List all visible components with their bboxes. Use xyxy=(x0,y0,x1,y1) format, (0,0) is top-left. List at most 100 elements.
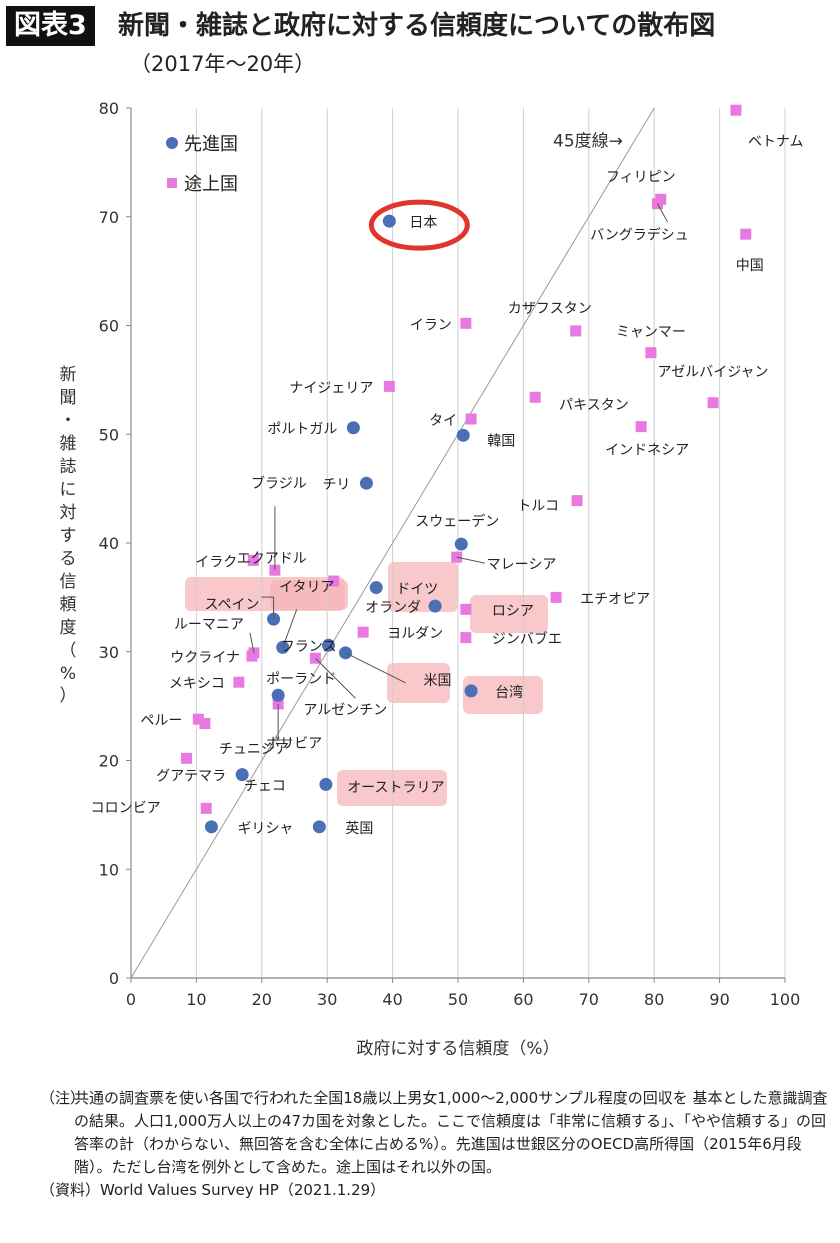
developed-point-15 xyxy=(204,820,218,834)
x-tick-label-60: 60 xyxy=(513,990,533,1009)
developing-point-3 xyxy=(740,228,752,240)
point-label-3: チリ xyxy=(322,477,350,493)
developing-point-7 xyxy=(383,380,395,392)
note-text: 共通の調査票を使い各国で行われた全国18歳以上男女1,000〜2,000サンプル… xyxy=(74,1089,828,1176)
y-tick-label-30: 30 xyxy=(99,643,119,662)
label-australia: オーストラリア xyxy=(347,780,444,796)
point-label-37: ジンバブエ xyxy=(492,631,562,648)
developed-point-6 xyxy=(428,599,442,613)
point-label-32: ブラジル xyxy=(251,475,307,492)
developed-point-13 xyxy=(319,777,333,791)
legend-developing-label: 途上国 xyxy=(184,174,238,195)
y-tick-label-10: 10 xyxy=(99,860,119,879)
point-label-27: タイ xyxy=(429,413,457,429)
point-label-10: 米国 xyxy=(424,673,452,689)
y-tick-label-70: 70 xyxy=(99,208,119,227)
developing-point-24 xyxy=(233,676,245,688)
y-tick-label-80: 80 xyxy=(99,99,119,118)
figure-subtitle: （2017年〜20年） xyxy=(130,52,316,76)
x-axis-title: 政府に対する信頼度（%） xyxy=(356,1039,559,1059)
point-label-44: チュニジア xyxy=(219,742,289,758)
point-label-20: 中国 xyxy=(736,258,764,274)
point-label-31: イラク xyxy=(195,554,237,570)
point-label-42: ボリビア xyxy=(266,736,322,752)
developing-point-22 xyxy=(246,650,258,662)
point-label-7: スペイン xyxy=(205,597,260,613)
point-label-26: アゼルバイジャン xyxy=(658,365,769,381)
leader-38 xyxy=(249,632,255,653)
figure-title: 新聞・雑誌と政府に対する信頼度についての散布図 xyxy=(118,11,716,41)
developing-point-28 xyxy=(181,752,193,764)
point-label-24: ナイジェリア xyxy=(289,380,373,396)
x-tick-label-40: 40 xyxy=(382,990,402,1009)
points-layer xyxy=(181,104,752,834)
point-label-15: ギリシャ xyxy=(237,821,293,837)
developed-point-14 xyxy=(235,768,249,782)
developing-point-16 xyxy=(328,575,340,587)
point-label-30: マレーシア xyxy=(487,557,557,573)
x-tick-label-10: 10 xyxy=(186,990,206,1009)
point-label-23: ミャンマー xyxy=(616,325,686,341)
developed-point-2 xyxy=(456,428,470,442)
point-label-36: ヨルダン xyxy=(387,626,443,642)
point-label-35: ロシア xyxy=(492,603,534,619)
point-label-17: ベトナム xyxy=(748,134,804,150)
point-label-45: コロンビア xyxy=(91,800,161,816)
diagonal-45-line xyxy=(130,107,655,979)
developing-point-19 xyxy=(357,626,369,638)
developing-point-11 xyxy=(635,421,647,433)
developing-point-5 xyxy=(570,325,582,337)
diagonal-label: 45度線→ xyxy=(553,132,623,152)
point-label-40: アルゼンチン xyxy=(303,702,387,718)
x-tick-label-30: 30 xyxy=(317,990,337,1009)
point-label-41: メキシコ xyxy=(169,676,225,692)
point-label-22: カザフスタン xyxy=(508,301,592,317)
x-tick-label-90: 90 xyxy=(709,990,729,1009)
legend-developed-label: 先進国 xyxy=(184,134,238,155)
figure-header: 図表3 新聞・雑誌と政府に対する信頼度についての散布図 （2017年〜20年） xyxy=(6,6,834,86)
point-label-4: スウェーデン xyxy=(415,513,499,530)
developed-point-4 xyxy=(454,537,468,551)
developed-point-16 xyxy=(312,820,326,834)
point-label-9: フランス xyxy=(281,639,337,655)
highlight-イタリア xyxy=(270,580,348,610)
developed-point-5 xyxy=(369,581,383,595)
point-label-16: 英国 xyxy=(345,820,373,837)
y-tick-label-0: 0 xyxy=(109,969,119,988)
y-tick-label-50: 50 xyxy=(99,425,119,444)
legend-developed-marker xyxy=(166,137,178,149)
source-tag: （資料） xyxy=(40,1181,101,1199)
source-text: World Values Survey HP（2021.1.29） xyxy=(100,1181,386,1199)
leader-42 xyxy=(277,703,293,741)
point-label-6: オランダ xyxy=(365,600,421,616)
leader-19 xyxy=(657,203,668,222)
point-label-14: グアテマラ xyxy=(156,769,226,785)
point-label-11: 台湾 xyxy=(495,684,523,701)
developed-point-3 xyxy=(359,476,373,490)
developing-point-14 xyxy=(247,554,259,566)
point-label-5: ドイツ xyxy=(396,582,438,598)
point-label-33: エクアドル xyxy=(237,551,307,567)
point-label-12: ポーランド xyxy=(266,671,336,687)
developing-point-6 xyxy=(645,347,657,359)
leader-30 xyxy=(456,556,485,564)
point-label-13: チェコ xyxy=(244,778,286,794)
note-source: （資料）World Values Survey HP（2021.1.29） xyxy=(40,1179,832,1202)
grid-layer xyxy=(195,108,786,978)
leader-10 xyxy=(345,652,406,684)
point-label-0: 日本 xyxy=(409,215,437,231)
point-label-29: トルコ xyxy=(517,499,559,515)
x-tick-label-0: 0 xyxy=(126,990,136,1009)
developing-point-9 xyxy=(707,397,719,409)
point-label-19: バングラデシュ xyxy=(590,227,689,244)
japan-callout-circle xyxy=(368,199,470,251)
developing-point-12 xyxy=(571,495,583,507)
x-tick-label-50: 50 xyxy=(448,990,468,1009)
point-label-39: ウクライナ xyxy=(170,650,240,666)
developing-point-26 xyxy=(192,713,204,725)
highlight-米国 xyxy=(387,663,450,703)
point-label-18: フィリピン xyxy=(606,169,676,185)
